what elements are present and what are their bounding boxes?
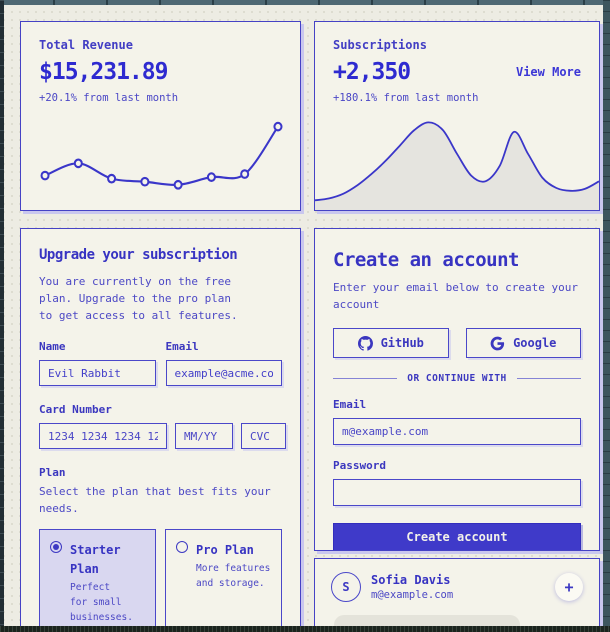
- plan-help: Select the plan that best fits your need…: [39, 485, 271, 516]
- create-account-title: Create an account: [333, 249, 519, 271]
- name-input[interactable]: [39, 360, 156, 387]
- radio-pro-icon: [176, 541, 188, 554]
- divider-line-right: [516, 378, 582, 380]
- google-button-label: Google: [513, 336, 557, 351]
- subscriptions-value: +2,350: [333, 59, 411, 85]
- avatar: S: [331, 572, 361, 602]
- github-button-label: GitHub: [380, 336, 424, 351]
- card-number-input[interactable]: [39, 423, 167, 450]
- github-button[interactable]: GitHub: [333, 328, 449, 359]
- create-account-subtitle: Enter your email below to create your ac…: [333, 281, 579, 312]
- github-icon: [357, 335, 373, 351]
- create-account-button[interactable]: Create account: [333, 523, 581, 550]
- subscriptions-title: Subscriptions: [333, 38, 427, 52]
- upgrade-subscription-card: Upgrade your subscription You are curren…: [20, 228, 301, 632]
- google-icon: [490, 336, 505, 351]
- account-email-label: Email: [333, 398, 367, 412]
- card-number-label: Card Number: [39, 403, 112, 417]
- google-button[interactable]: Google: [465, 328, 581, 359]
- divider-text: OR CONTINUE WITH: [407, 373, 507, 385]
- total-revenue-change: +20.1% from last month: [39, 92, 179, 104]
- plus-icon: +: [564, 578, 574, 596]
- plan-pro-name: Pro Plan: [196, 543, 254, 558]
- frame-ruler-top: [0, 0, 610, 5]
- account-password-input[interactable]: [333, 479, 581, 507]
- total-revenue-title: Total Revenue: [39, 38, 133, 52]
- view-more-link[interactable]: View More: [515, 65, 581, 79]
- plan-label: Plan: [39, 466, 66, 480]
- total-revenue-value: $15,231.89: [39, 59, 168, 85]
- plan-option-starter[interactable]: Starter Plan Perfect for small businesse…: [39, 529, 156, 632]
- email-input[interactable]: [165, 360, 282, 387]
- chat-user-email: m@example.com: [371, 589, 454, 601]
- plan-starter-desc: Perfect for small businesses.: [70, 582, 133, 623]
- subscriptions-area-chart: [315, 121, 599, 210]
- email-label: Email: [165, 340, 199, 354]
- create-account-card: Create an account Enter your email below…: [314, 228, 600, 551]
- chat-user-name: Sofia Davis: [371, 573, 451, 587]
- plan-starter-name: Starter Plan: [70, 543, 121, 577]
- plan-pro-desc: More features and storage.: [196, 563, 271, 589]
- add-user-button[interactable]: +: [555, 573, 583, 601]
- subscriptions-card: Subscriptions +2,350 View More +180.1% f…: [314, 21, 600, 211]
- account-email-input[interactable]: [333, 418, 581, 446]
- name-label: Name: [39, 340, 66, 354]
- frame-ruler-right: [603, 0, 610, 632]
- subscriptions-change: +180.1% from last month: [333, 92, 479, 104]
- plan-option-pro[interactable]: Pro Plan More features and storage.: [165, 529, 282, 632]
- frame-ruler-bottom: [0, 626, 610, 632]
- total-revenue-card: Total Revenue $15,231.89 +20.1% from las…: [20, 21, 301, 211]
- cvc-input[interactable]: [241, 423, 286, 450]
- expiry-input[interactable]: [175, 423, 233, 450]
- account-password-label: Password: [333, 459, 386, 473]
- divider-line-left: [333, 378, 398, 380]
- avatar-initial: S: [342, 580, 350, 594]
- frame-ruler-left: [0, 0, 4, 632]
- radio-starter-icon: [50, 541, 62, 554]
- or-continue-divider: OR CONTINUE WITH: [333, 373, 582, 385]
- upgrade-title: Upgrade your subscription: [39, 247, 238, 263]
- chat-card: S Sofia Davis m@example.com +: [314, 558, 600, 632]
- upgrade-description: You are currently on the free plan. Upgr…: [39, 275, 238, 323]
- revenue-line-chart: [40, 121, 283, 190]
